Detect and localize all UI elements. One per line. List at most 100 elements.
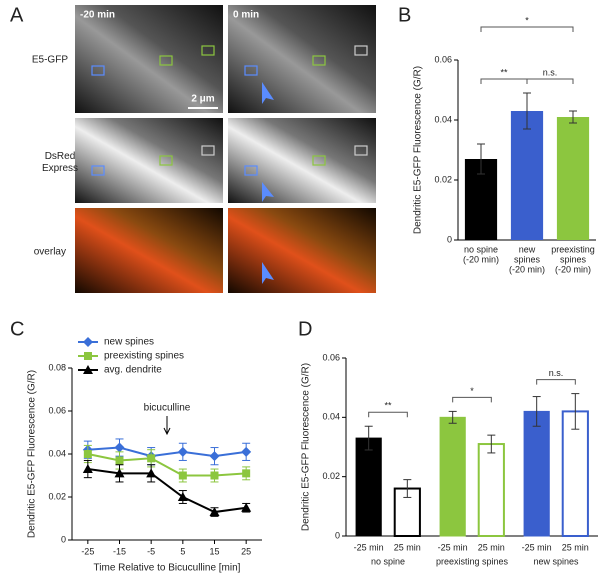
x-tick-label: (-20 min)	[555, 264, 591, 274]
x-tick-label: -25 min	[354, 542, 384, 552]
error-bar	[523, 92, 531, 130]
bar	[355, 437, 382, 537]
y-tick-label: 0.02	[434, 174, 452, 184]
image	[75, 5, 223, 113]
x-tick-label: spines	[514, 254, 541, 264]
y-tick-label: 0.06	[48, 405, 66, 415]
marker	[178, 471, 187, 480]
panel-label: D	[298, 318, 312, 340]
marker	[147, 454, 156, 463]
x-tick-label: -25	[81, 546, 94, 556]
marker	[83, 450, 92, 458]
y-tick-label: 0.02	[322, 471, 340, 481]
error-bar	[448, 410, 457, 424]
image	[75, 118, 223, 203]
marker	[209, 451, 220, 462]
bar	[439, 416, 466, 537]
time-label: -20 min	[80, 10, 115, 21]
x-tick-label: 5	[180, 546, 185, 556]
significance-label: **	[500, 67, 508, 77]
marker	[241, 446, 252, 457]
error-bar	[477, 143, 485, 175]
annotation: bicuculline	[144, 403, 191, 414]
y-axis-label: Dendritic E5-GFP Fluorescence (G/R)	[301, 363, 312, 531]
x-tick-label: 25 min	[478, 542, 505, 552]
significance-bracket	[536, 379, 576, 385]
marker	[177, 492, 188, 501]
image	[228, 5, 376, 113]
panel-label: B	[398, 4, 411, 26]
x-tick-label: -25 min	[522, 542, 552, 552]
marker	[114, 442, 125, 453]
image	[75, 208, 223, 293]
x-tick-label: preexisting	[551, 244, 595, 254]
x-tick-label: 25	[241, 546, 251, 556]
annotation-arrow	[163, 416, 171, 436]
y-tick-label: 0.06	[434, 54, 452, 64]
series-line	[87, 468, 247, 514]
row-label: DsRed Express	[42, 151, 78, 174]
error-bar	[569, 110, 577, 124]
legend-marker	[83, 337, 93, 347]
significance-label: **	[384, 401, 392, 411]
y-axis-label: Dendritic E5-GFP Fluorescence (G/R)	[27, 370, 38, 538]
x-tick-label: 25 min	[562, 542, 589, 552]
bar	[523, 410, 550, 537]
y-tick-label: 0	[335, 530, 340, 540]
image	[228, 208, 376, 293]
y-tick-label: 0	[447, 234, 452, 244]
x-tick-label: 25 min	[394, 542, 421, 552]
legend-label: new spines	[104, 337, 154, 348]
y-tick-label: 0.04	[322, 412, 340, 422]
error-bar	[403, 479, 412, 498]
x-tick-label: -25 min	[438, 542, 468, 552]
arrows	[262, 82, 274, 284]
series-line	[87, 453, 247, 477]
x-tick-label: no spine	[464, 244, 498, 254]
legend-label: avg. dendrite	[104, 365, 162, 376]
panel-a: 2 μm -20 min 0 min E5-GFP DsRed Express o…	[32, 5, 376, 293]
x-tick-label: spines	[560, 254, 587, 264]
image	[228, 118, 376, 203]
time-label: 0 min	[233, 10, 259, 21]
x-tick-label: new	[519, 244, 536, 254]
x-tick-label: -15	[113, 546, 126, 556]
panel-label: C	[10, 318, 24, 340]
scale-bar-label: 2 μm	[191, 94, 214, 105]
marker	[209, 507, 220, 517]
y-tick-label: 0.06	[322, 352, 340, 362]
error-bar	[364, 425, 373, 451]
row-label: overlay	[34, 247, 66, 258]
significance-bracket	[480, 26, 574, 32]
marker	[242, 469, 251, 478]
group-label: preexisting spines	[436, 556, 509, 566]
legend-marker	[84, 352, 92, 360]
significance-label: *	[525, 15, 529, 25]
marker	[115, 456, 124, 465]
significance-bracket	[480, 78, 528, 84]
y-tick-label: 0	[61, 534, 66, 544]
marker	[177, 446, 188, 457]
marker	[82, 464, 93, 474]
bar	[561, 410, 589, 537]
bar	[556, 117, 590, 240]
bar	[477, 443, 505, 537]
x-tick-label: (-20 min)	[509, 264, 545, 274]
x-tick-label: 15	[209, 546, 219, 556]
significance-bracket	[526, 78, 574, 84]
y-axis-label: Dendritic E5-GFP Fluorescence (G/R)	[413, 66, 424, 234]
y-tick-label: 0.04	[434, 114, 452, 124]
x-axis-label: Time Relative to Bicuculline [min]	[94, 563, 241, 574]
error-bar	[571, 393, 580, 430]
significance-bracket	[452, 396, 492, 403]
y-tick-label: 0.08	[48, 362, 66, 372]
roi-boxes	[91, 45, 368, 176]
group-label: no spine	[371, 556, 405, 566]
marker	[210, 471, 219, 480]
y-tick-label: 0.02	[48, 491, 66, 501]
group-label: new spines	[533, 556, 579, 566]
significance-label: n.s.	[543, 67, 558, 77]
error-bar	[532, 396, 541, 427]
y-tick-label: 0.04	[48, 448, 66, 458]
